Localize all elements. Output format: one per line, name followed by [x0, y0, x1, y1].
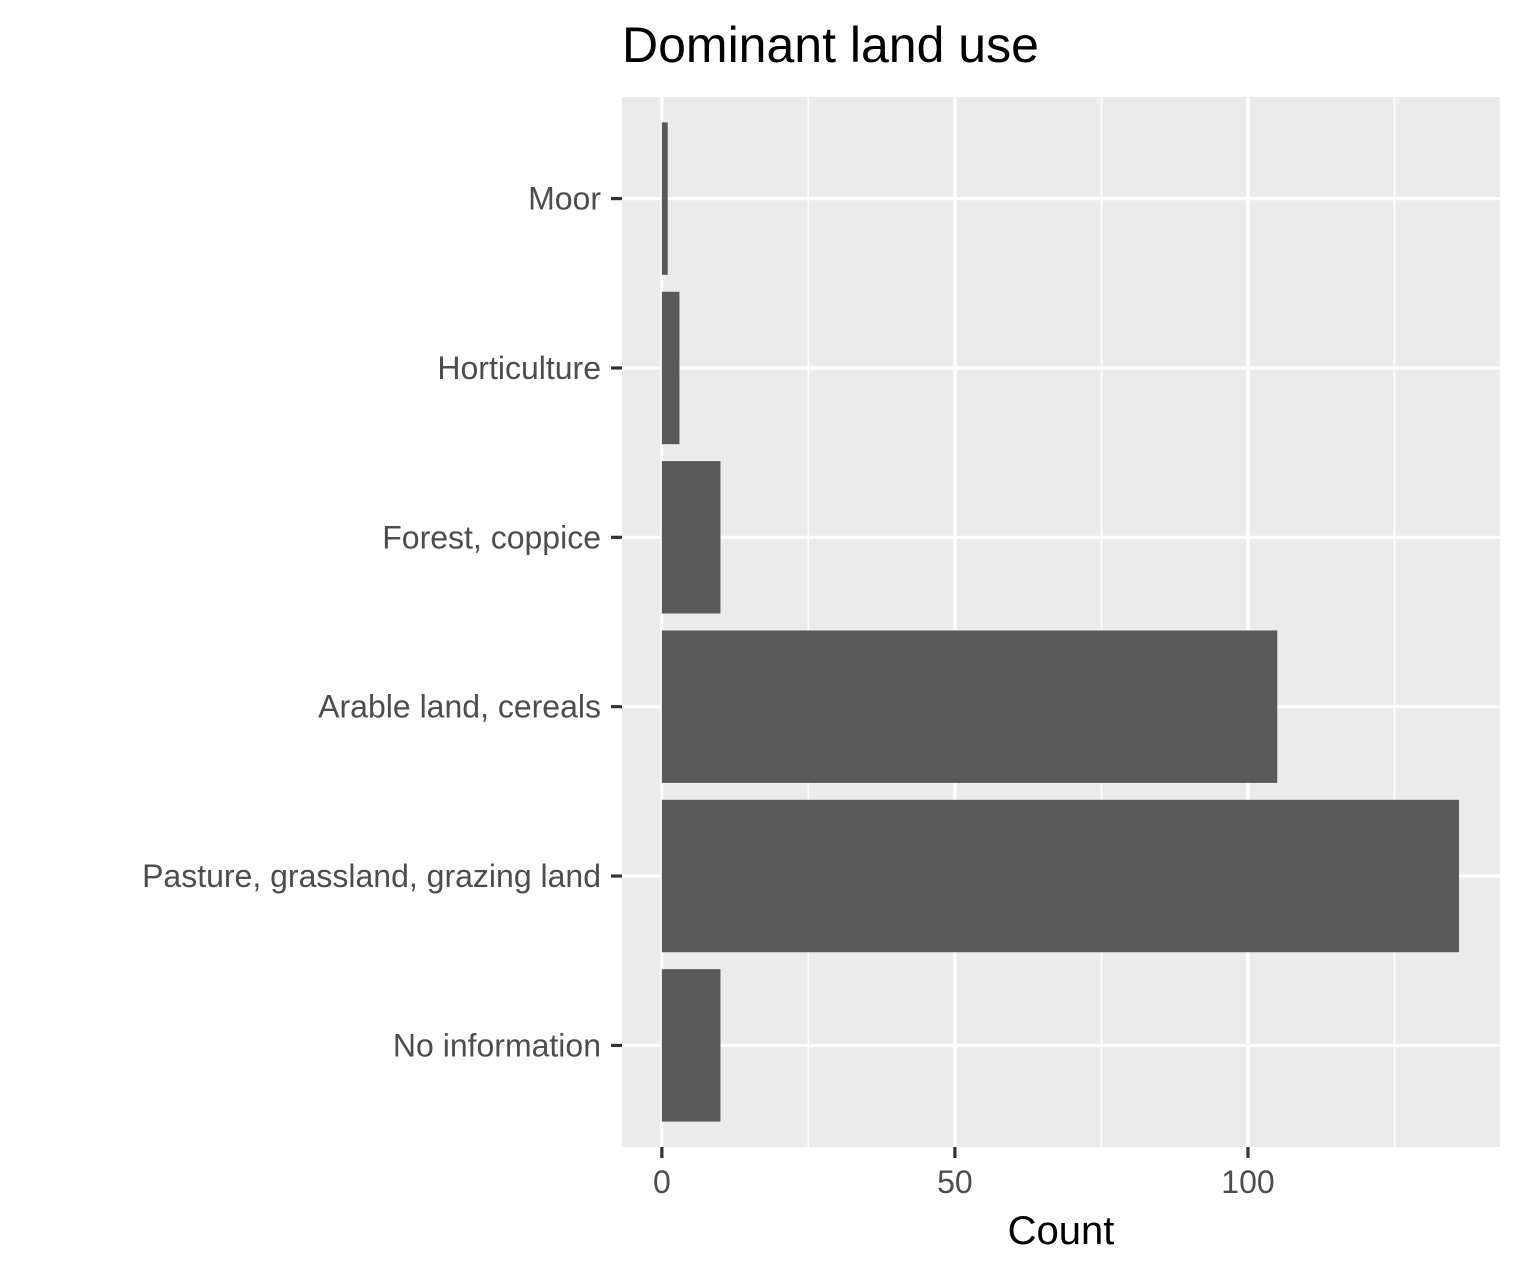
y-tick-label: Forest, coppice — [382, 519, 601, 555]
bar — [661, 969, 721, 1122]
bar — [661, 122, 668, 275]
x-tick-label: 50 — [937, 1164, 973, 1200]
plot-panel — [622, 97, 1500, 1147]
y-tick-label: Pasture, grassland, grazing land — [142, 858, 601, 894]
bar — [661, 291, 680, 445]
bar — [661, 799, 1459, 953]
y-tick-label: Arable land, cereals — [318, 689, 601, 725]
chart-title: Dominant land use — [622, 17, 1039, 73]
bar — [661, 630, 1278, 783]
x-tick-label: 0 — [653, 1164, 671, 1200]
y-tick-label: Moor — [528, 181, 601, 217]
bar — [661, 461, 721, 614]
x-axis-title: Count — [1008, 1209, 1115, 1253]
axes: Moor Horticulture Forest, coppice Arable la… — [142, 181, 1275, 1200]
y-tick-label: Horticulture — [437, 350, 601, 386]
x-tick-label: 100 — [1221, 1164, 1274, 1200]
y-tick-label: No information — [393, 1027, 601, 1063]
bars — [661, 122, 1459, 1122]
